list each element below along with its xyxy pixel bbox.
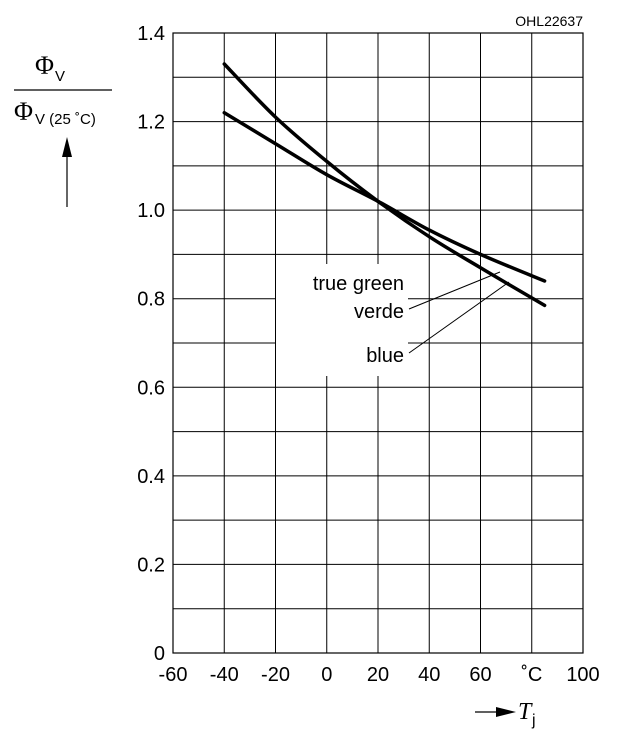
y-tick-label: 0.6	[137, 377, 165, 399]
series-line-true-green	[222, 110, 547, 283]
series-lines	[222, 62, 547, 308]
y-tick-label: 0.8	[137, 289, 165, 311]
x-axis-arrow-head	[496, 707, 516, 717]
annotation-box	[276, 264, 408, 376]
x-tick-label: -60	[159, 664, 188, 686]
x-label-sub: j	[531, 712, 536, 729]
annotation-blue: blue	[366, 345, 404, 367]
x-tick-label: 60	[469, 664, 491, 686]
y-label-denominator: Φ	[14, 97, 33, 126]
grid	[172, 32, 584, 654]
x-tick-label: 0	[321, 664, 332, 686]
y-tick-label: 0	[154, 643, 165, 665]
y-axis-arrow-head	[62, 137, 72, 157]
y-tick-label: 1.2	[137, 112, 165, 134]
x-label-symbol: T	[518, 699, 533, 725]
y-tick-labels: 0 0.2 0.4 0.6 0.8 1.0 1.2 1.4	[137, 23, 165, 665]
x-tick-labels: -60 -40 -20 0 20 40 60 ˚C 100	[159, 664, 600, 686]
leader-line-blue	[408, 281, 510, 354]
x-tick-label: 40	[418, 664, 440, 686]
figure-id: OHL22637	[515, 13, 583, 29]
series-line-blue	[222, 62, 547, 308]
x-tick-label: 20	[367, 664, 389, 686]
y-tick-label: 0.4	[137, 466, 165, 488]
x-tick-label: -20	[261, 664, 290, 686]
annotation-true-green: true green	[313, 273, 404, 295]
x-tick-label: 100	[566, 664, 599, 686]
y-label-denominator-sub: V (25 ˚C)	[35, 111, 96, 128]
y-tick-label: 0.2	[137, 554, 165, 576]
annotation-verde: verde	[354, 301, 404, 323]
x-axis-label: T j	[475, 699, 536, 729]
y-tick-label: 1.0	[137, 200, 165, 222]
y-label-numerator-sub: V	[55, 68, 65, 85]
x-tick-label: -40	[210, 664, 239, 686]
x-tick-label: ˚C	[521, 664, 542, 686]
y-tick-label: 1.4	[137, 23, 165, 45]
series-annotations: true green verde blue	[276, 264, 510, 376]
y-label-numerator: Φ	[35, 51, 54, 80]
leader-line-true-green	[408, 271, 501, 310]
y-axis-label: Φ V Φ V (25 ˚C)	[14, 51, 112, 207]
